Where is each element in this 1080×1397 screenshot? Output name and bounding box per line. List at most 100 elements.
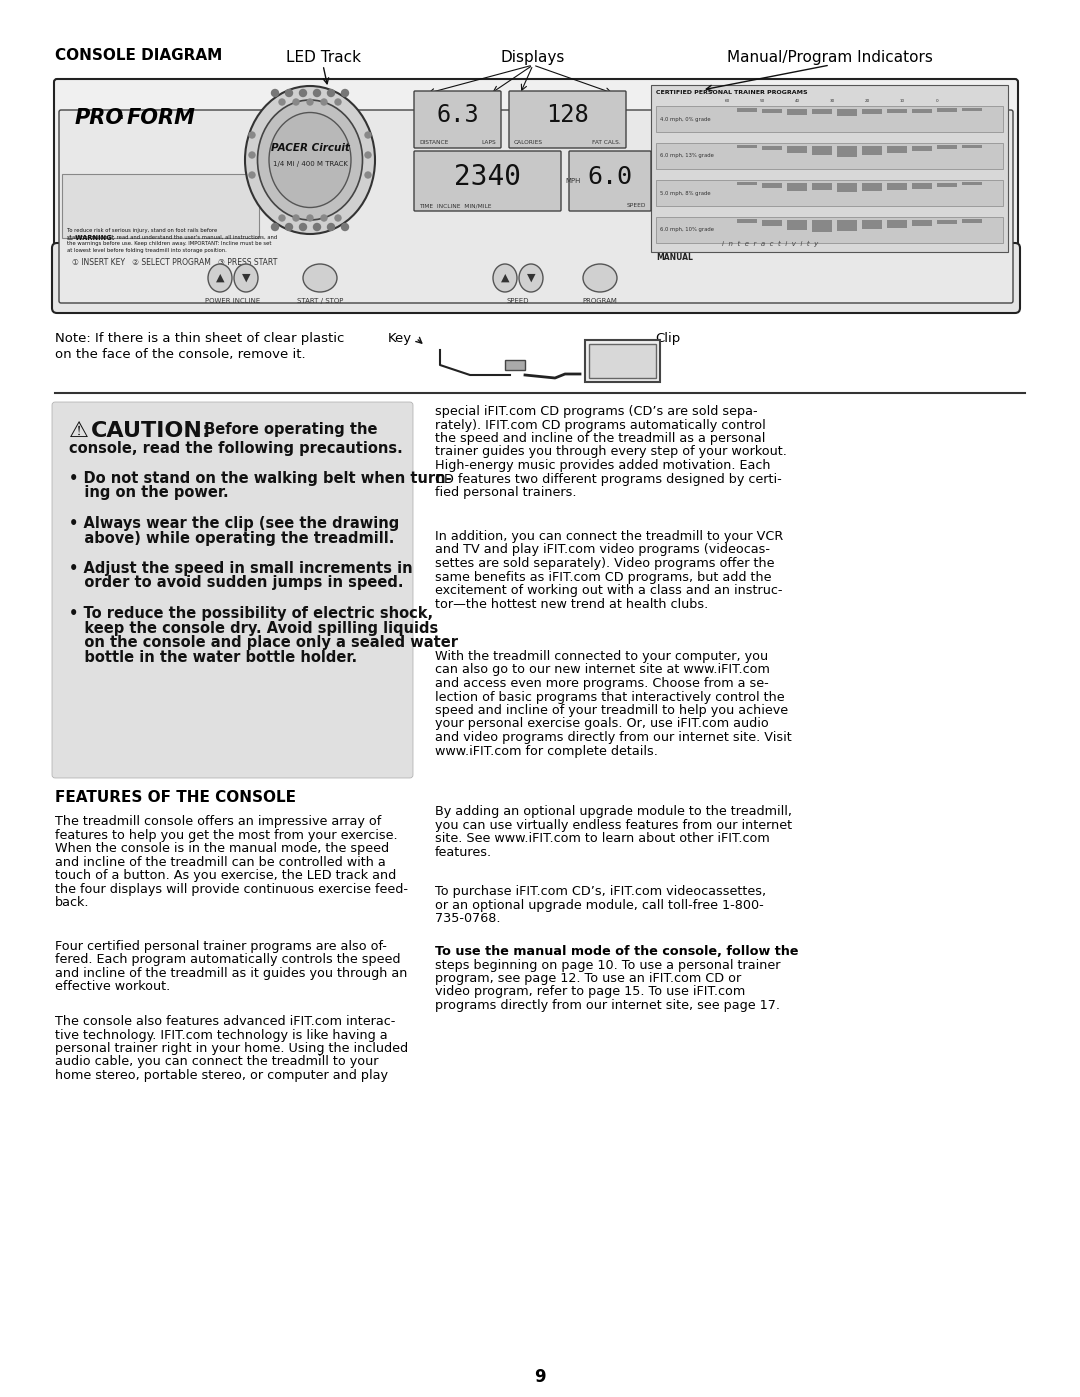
Bar <box>887 109 907 113</box>
Text: keep the console dry. Avoid spilling liquids: keep the console dry. Avoid spilling liq… <box>69 620 438 636</box>
Bar <box>787 145 807 154</box>
Bar <box>656 106 1003 131</box>
Bar <box>737 145 757 148</box>
Text: video program, refer to page 15. To use iFIT.com: video program, refer to page 15. To use … <box>435 985 745 999</box>
Bar <box>737 109 757 112</box>
Text: When the console is in the manual mode, the speed: When the console is in the manual mode, … <box>55 842 389 855</box>
Ellipse shape <box>257 101 363 219</box>
Bar <box>585 339 660 381</box>
Ellipse shape <box>303 264 337 292</box>
Text: program, see page 12. To use an iFIT.com CD or: program, see page 12. To use an iFIT.com… <box>435 972 741 985</box>
Text: PROGRAM: PROGRAM <box>582 298 618 305</box>
Text: 10: 10 <box>900 99 905 103</box>
Text: POWER INCLINE: POWER INCLINE <box>205 298 260 305</box>
Ellipse shape <box>269 113 351 208</box>
Circle shape <box>285 224 293 231</box>
Text: site. See www.iFIT.com to learn about other iFIT.com: site. See www.iFIT.com to learn about ot… <box>435 833 770 845</box>
Circle shape <box>341 224 349 231</box>
Bar <box>589 344 656 379</box>
Text: Note: If there is a thin sheet of clear plastic: Note: If there is a thin sheet of clear … <box>55 332 345 345</box>
Bar <box>912 109 932 113</box>
Bar <box>912 145 932 151</box>
Text: i  n  t  e  r  a  c  t  i  v  i  t  y: i n t e r a c t i v i t y <box>723 240 819 247</box>
Text: START / STOP: START / STOP <box>297 298 343 305</box>
Bar <box>912 183 932 189</box>
Text: tor—the hottest new trend at health clubs.: tor—the hottest new trend at health club… <box>435 598 708 610</box>
Circle shape <box>335 215 341 221</box>
Text: ⚠: ⚠ <box>69 420 89 441</box>
Text: 2340: 2340 <box>454 163 521 191</box>
Text: same benefits as iFIT.com CD programs, but add the: same benefits as iFIT.com CD programs, b… <box>435 570 771 584</box>
Text: programs directly from our internet site, see page 17.: programs directly from our internet site… <box>435 999 780 1011</box>
Circle shape <box>313 89 321 96</box>
Text: • Adjust the speed in small increments in: • Adjust the speed in small increments i… <box>69 562 413 576</box>
Bar <box>737 219 757 224</box>
Circle shape <box>293 99 299 105</box>
Bar <box>656 142 1003 169</box>
Text: back.: back. <box>55 895 90 909</box>
Text: features to help you get the most from your exercise.: features to help you get the most from y… <box>55 828 397 841</box>
FancyBboxPatch shape <box>651 85 1008 251</box>
Text: your personal exercise goals. Or, use iFIT.com audio: your personal exercise goals. Or, use iF… <box>435 718 769 731</box>
Text: or an optional upgrade module, call toll-free 1-800-: or an optional upgrade module, call toll… <box>435 898 764 911</box>
Bar <box>837 109 858 116</box>
Text: ▼: ▼ <box>242 272 251 284</box>
Text: console, read the following precautions.: console, read the following precautions. <box>69 441 403 455</box>
Circle shape <box>299 89 307 96</box>
Text: ① INSERT KEY   ② SELECT PROGRAM   ③ PRESS START: ① INSERT KEY ② SELECT PROGRAM ③ PRESS ST… <box>72 258 278 267</box>
Text: can also go to our new internet site at www.iFIT.com: can also go to our new internet site at … <box>435 664 770 676</box>
Text: rately). IFIT.com CD programs automatically control: rately). IFIT.com CD programs automatica… <box>435 419 766 432</box>
Text: 30: 30 <box>829 99 835 103</box>
Bar <box>837 221 858 231</box>
Bar <box>762 183 782 189</box>
Text: and incline of the treadmill can be controlled with a: and incline of the treadmill can be cont… <box>55 855 386 869</box>
Text: ▲: ▲ <box>501 272 510 284</box>
Bar <box>887 145 907 154</box>
Text: • To reduce the possibility of electric shock,: • To reduce the possibility of electric … <box>69 606 433 622</box>
Text: High-energy music provides added motivation. Each: High-energy music provides added motivat… <box>435 460 770 472</box>
Text: Key: Key <box>388 332 413 345</box>
Text: ⚠ WARNING:: ⚠ WARNING: <box>67 235 114 242</box>
Bar <box>762 109 782 113</box>
Text: settes are sold separately). Video programs offer the: settes are sold separately). Video progr… <box>435 557 774 570</box>
Circle shape <box>271 89 279 96</box>
Text: effective workout.: effective workout. <box>55 981 171 993</box>
FancyBboxPatch shape <box>52 243 1020 313</box>
Text: To use the manual mode of the console, follow the: To use the manual mode of the console, f… <box>435 944 798 958</box>
Text: 6.0 mph, 10% grade: 6.0 mph, 10% grade <box>660 228 714 232</box>
Text: tive technology. IFIT.com technology is like having a: tive technology. IFIT.com technology is … <box>55 1028 388 1042</box>
Circle shape <box>249 172 255 177</box>
Bar <box>962 182 982 184</box>
Text: the four displays will provide continuous exercise feed-: the four displays will provide continuou… <box>55 883 408 895</box>
Bar <box>962 219 982 224</box>
Bar <box>937 145 957 149</box>
Text: ▼: ▼ <box>527 272 536 284</box>
Text: ▲: ▲ <box>216 272 225 284</box>
Text: and access even more programs. Choose from a se-: and access even more programs. Choose fr… <box>435 678 769 690</box>
Bar <box>912 219 932 226</box>
Text: Displays: Displays <box>501 50 565 66</box>
Bar <box>656 180 1003 205</box>
Text: CALORIES: CALORIES <box>514 140 543 145</box>
Bar <box>505 360 525 370</box>
Text: 60: 60 <box>725 99 730 103</box>
Bar <box>887 183 907 190</box>
Ellipse shape <box>234 264 258 292</box>
Text: personal trainer right in your home. Using the included: personal trainer right in your home. Usi… <box>55 1042 408 1055</box>
Circle shape <box>293 215 299 221</box>
Text: 6.0 mph, 13% grade: 6.0 mph, 13% grade <box>660 154 714 158</box>
Text: In addition, you can connect the treadmill to your VCR: In addition, you can connect the treadmi… <box>435 529 783 543</box>
Bar <box>837 147 858 156</box>
Text: The console also features advanced iFIT.com interac-: The console also features advanced iFIT.… <box>55 1016 395 1028</box>
Text: ·: · <box>117 108 125 129</box>
Bar <box>937 219 957 224</box>
Bar <box>812 147 832 155</box>
Ellipse shape <box>492 264 517 292</box>
Text: on the console and place only a sealed water: on the console and place only a sealed w… <box>69 636 458 650</box>
Circle shape <box>313 224 321 231</box>
Text: 735-0768.: 735-0768. <box>435 912 500 925</box>
Circle shape <box>327 89 335 96</box>
Text: LAPS: LAPS <box>482 140 496 145</box>
Text: 0: 0 <box>935 99 939 103</box>
Text: 4.0 mph, 0% grade: 4.0 mph, 0% grade <box>660 116 711 122</box>
